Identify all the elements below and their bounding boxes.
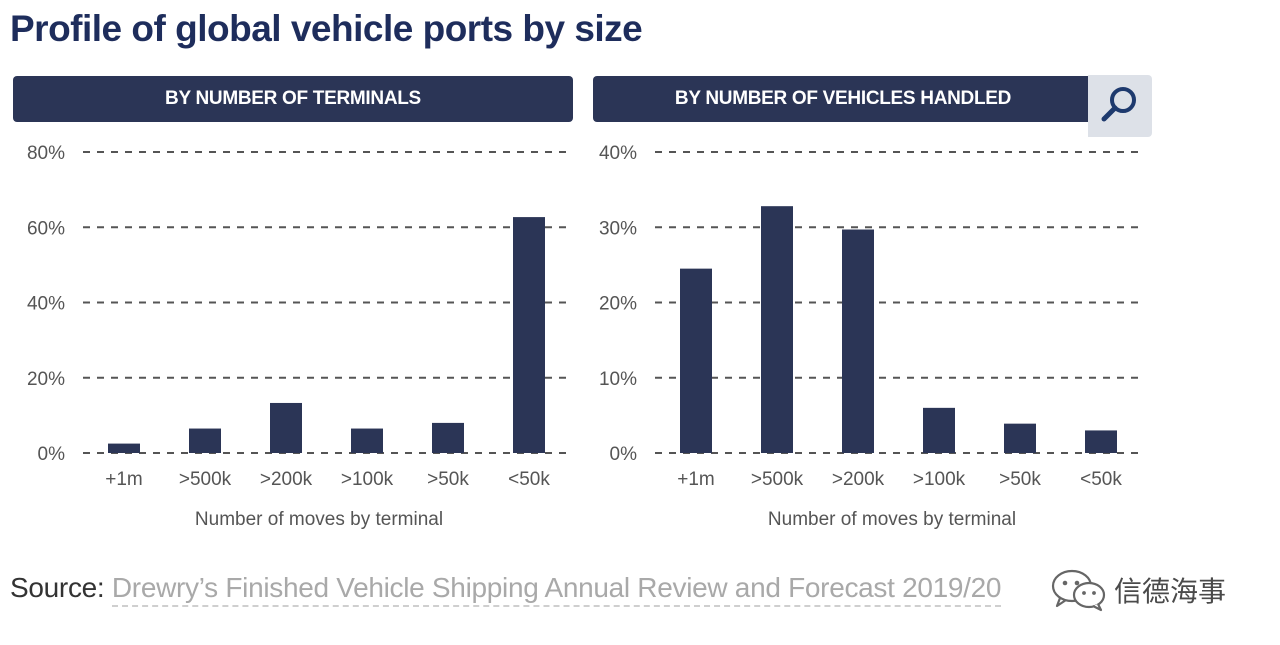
bar — [351, 428, 383, 453]
panel-header-terminals: BY NUMBER OF TERMINALS — [13, 76, 573, 122]
x-tick-label: >200k — [260, 469, 313, 490]
x-tick-label: >100k — [341, 469, 394, 490]
y-tick-label: 20% — [27, 369, 65, 390]
x-tick-label: +1m — [105, 469, 143, 490]
y-tick-label: 10% — [599, 369, 637, 390]
zoom-search-button[interactable] — [1088, 75, 1152, 137]
y-tick-label: 20% — [599, 294, 637, 315]
y-tick-label: 40% — [599, 143, 637, 164]
y-tick-label: 30% — [599, 218, 637, 239]
chart-terminals: 0% 20% 40% 60% 80% +1m >500k >200k >100k >50k <50k… — [27, 143, 568, 530]
x-axis-label: Number of moves by terminal — [195, 509, 443, 530]
brand-watermark: 信德海事 — [1050, 568, 1226, 612]
source-note: Source: Drewry’s Finished Vehicle Shippi… — [10, 572, 1002, 607]
wechat-icon — [1051, 569, 1106, 612]
x-tick-label: >200k — [832, 469, 885, 490]
x-tick-label: >100k — [913, 469, 966, 490]
x-tick-label: <50k — [508, 469, 550, 490]
x-tick-label: <50k — [1080, 469, 1122, 490]
source-link[interactable]: Drewry’s Finished Vehicle Shipping Annua… — [111, 572, 1002, 607]
x-tick-label: >50k — [999, 469, 1041, 490]
bar — [842, 229, 874, 453]
search-icon — [1101, 87, 1136, 122]
panel-header-label: BY NUMBER OF TERMINALS — [165, 88, 421, 109]
bar — [108, 443, 140, 453]
y-tick-label: 0% — [38, 444, 66, 465]
panel-header-vehicles: BY NUMBER OF VEHICLES HANDLED — [593, 76, 1093, 122]
x-tick-label: +1m — [677, 469, 715, 490]
bar — [761, 206, 793, 453]
x-axis-label: Number of moves by terminal — [768, 509, 1016, 530]
y-tick-label: 40% — [27, 294, 65, 315]
bar — [923, 407, 955, 453]
bar — [432, 422, 464, 453]
bar — [1085, 430, 1117, 453]
y-tick-label: 0% — [610, 444, 638, 465]
bar — [1004, 423, 1036, 453]
chart-vehicles: 0% 10% 20% 30% 40% +1m >500k >200k >100k >50k <50k… — [599, 143, 1140, 530]
x-tick-label: >500k — [751, 469, 804, 490]
bar — [513, 217, 545, 453]
y-tick-label: 60% — [27, 218, 65, 239]
source-label: Source: — [10, 572, 105, 603]
x-tick-label: >500k — [179, 469, 232, 490]
x-tick-label: >50k — [427, 469, 469, 490]
panel-header-label: BY NUMBER OF VEHICLES HANDLED — [674, 88, 1012, 109]
bar — [680, 268, 712, 453]
bar — [189, 428, 221, 453]
bar — [270, 402, 302, 453]
brand-name: 信德海事 — [1114, 575, 1227, 608]
y-tick-label: 80% — [27, 143, 65, 164]
page-title: Profile of global vehicle ports by size — [10, 8, 643, 49]
